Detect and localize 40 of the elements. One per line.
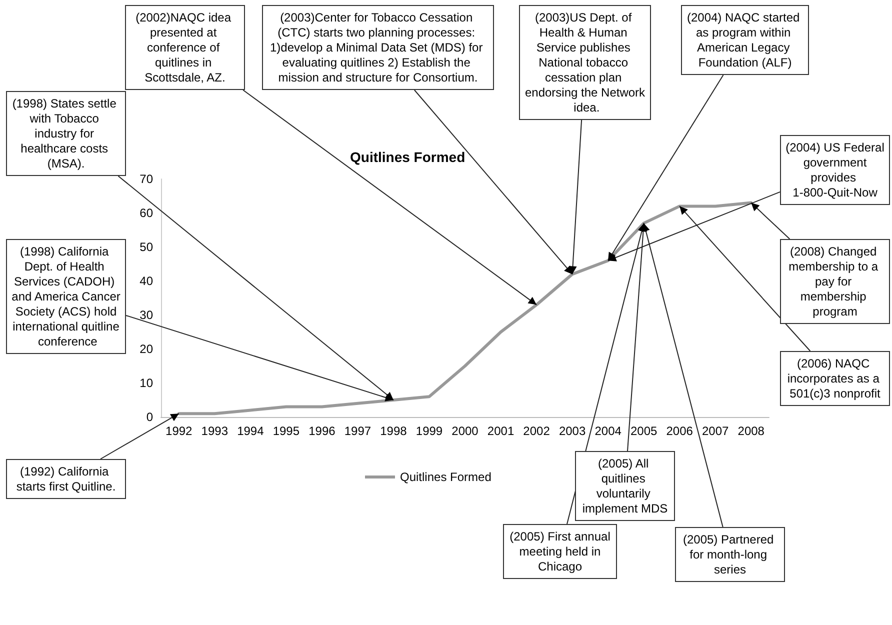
y-tick-label: 40	[140, 274, 154, 288]
x-tick-label: 1999	[416, 424, 443, 438]
x-tick-label: 2000	[452, 424, 479, 438]
annotation: (2004) NAQC started as program within American Legacy Foundation (ALF)	[686, 10, 804, 70]
annotation: (2005) First annual meeting held in Chicago	[510, 530, 610, 574]
y-tick-label: 0	[146, 410, 154, 424]
chart-title: Quitlines Formed	[350, 149, 466, 165]
x-tick-label: 2003	[558, 424, 586, 438]
y-tick-label: 10	[140, 376, 154, 390]
legend-label: Quitlines Formed	[400, 470, 492, 484]
x-tick-label: 2007	[702, 424, 730, 438]
annotation: (1992) California starts first Quitline.	[16, 464, 116, 494]
x-tick-label: 1997	[344, 424, 372, 438]
x-tick-label: 1996	[308, 424, 336, 438]
annotation: (2002)NAQC idea presented at conference of quitlines in Scottsdale, AZ.	[136, 10, 234, 84]
x-tick-label: 2002	[523, 424, 550, 438]
x-tick-label: 2004	[594, 424, 622, 438]
x-tick-label: 2001	[487, 424, 514, 438]
y-tick-label: 60	[140, 206, 154, 220]
x-tick-label: 1993	[201, 424, 228, 438]
x-tick-label: 1994	[237, 424, 264, 438]
y-tick-label: 30	[140, 308, 154, 322]
x-tick-label: 2006	[666, 424, 694, 438]
y-tick-label: 50	[140, 240, 154, 254]
annotation: (2008) Changed membership to a pay for membership program	[788, 244, 882, 318]
annotation: (2004) US Federal government provides 1-800-Quit-Now	[786, 140, 884, 200]
annotation: (2006) NAQC incorporates as a 501(c)3 nonprofit	[787, 356, 883, 400]
x-tick-label: 2008	[738, 424, 765, 438]
x-tick-label: 1992	[166, 424, 193, 438]
annotation: (2003)Center for Tobacco Cessation (CTC) starts two planning processes: 1)develop a Minimal Data Set (MDS) for evaluating quitlines 2) Establish the mission and structure for Consortium.	[270, 10, 486, 84]
x-tick-label: 1995	[272, 424, 300, 438]
annotation: (1998) California Dept. of Health Services (CADOH) and America Cancer Society (ACS) hold international quitline conference	[12, 244, 120, 348]
x-tick-label: 1998	[380, 424, 408, 438]
annotation: (2005) Partnered for month-long series	[682, 532, 778, 576]
annotation: (2003)US Dept. of Health & Human Service publishes National tobacco cessation plan endorsing the Network idea.	[524, 10, 646, 114]
y-tick-label: 20	[140, 342, 154, 356]
annotation: (1998) States settle with Tobacco industry for healthcare costs (MSA).	[12, 96, 120, 170]
x-tick-label: 2005	[630, 424, 658, 438]
annotation: (2005) All quitlines voluntarily implement MDS	[582, 456, 668, 516]
y-tick-label: 70	[140, 172, 154, 186]
